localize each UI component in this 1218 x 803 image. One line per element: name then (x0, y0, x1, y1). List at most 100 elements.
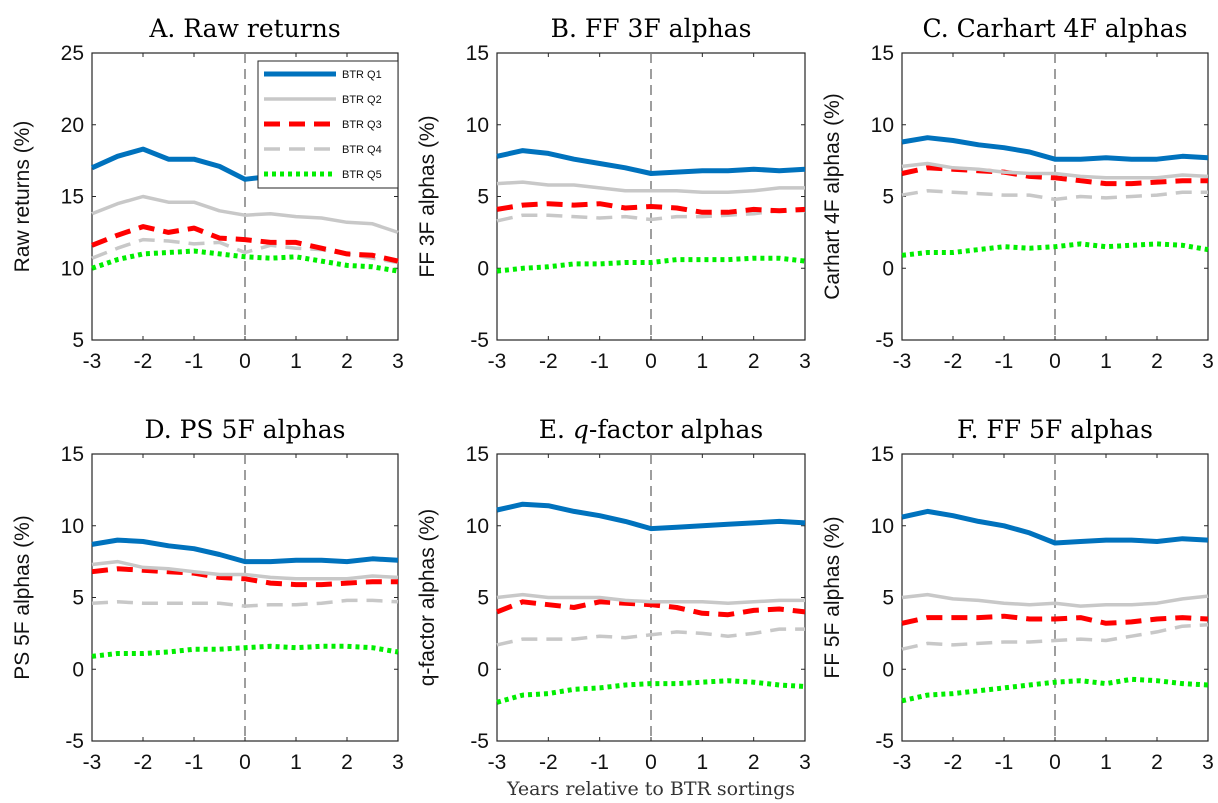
x-tick-label: 0 (1049, 751, 1061, 774)
legend-label-q1: BTR Q1 (342, 69, 382, 81)
x-tick-label: -2 (134, 751, 153, 774)
x-tick-label: -3 (83, 751, 102, 774)
y-tick-label: 0 (477, 257, 489, 280)
x-tick-label: 1 (290, 350, 302, 373)
y-tick-label: -5 (65, 730, 84, 753)
series-line-q4 (901, 189, 1208, 202)
y-tick-label: 25 (61, 42, 84, 65)
y-tick-label: 5 (882, 186, 894, 209)
chart-panel-1: -3 -2 -1 0 1 2 3 5 10 15 20 25 A. Raw returns Raw ret… (11, 14, 404, 373)
panel-title: C. Carhart 4F alphas (922, 14, 1187, 43)
x-tick-label: -2 (944, 350, 963, 373)
series-line-q3 (901, 613, 1209, 626)
y-axis-label: PS 5F alphas (%) (11, 515, 34, 680)
series-line-q5 (496, 255, 806, 274)
y-axis-label: Raw returns (%) (11, 121, 34, 273)
chart-panel-4: -3 -2 -1 0 1 2 3 -5 0 5 10 15 D. PS 5F alphas PS 5F a… (11, 415, 404, 774)
y-tick-label: 15 (466, 443, 489, 466)
series-line-q1 (496, 501, 806, 532)
y-axis-label: Carhart 4F alphas (%) (821, 93, 844, 300)
legend-label-q5: BTR Q5 (342, 169, 382, 181)
legend: BTR Q1 BTR Q2 BTR Q3 BTR Q4 BTR Q5 (257, 60, 399, 189)
series-line-q3 (496, 201, 806, 215)
y-tick-label: -5 (875, 730, 894, 753)
x-tick-label: -1 (590, 350, 609, 373)
series-line-q2 (901, 161, 1209, 180)
series-line-q5 (901, 676, 1209, 704)
y-tick-label: 15 (466, 42, 489, 65)
x-tick-label: -2 (134, 350, 153, 373)
panel-title: B. FF 3F alphas (551, 14, 752, 43)
y-tick-label: 10 (61, 515, 84, 538)
series-line-q4 (496, 209, 805, 223)
series-line-q2 (496, 180, 805, 194)
series-line-q3 (496, 599, 806, 618)
y-tick-label: 10 (871, 114, 894, 137)
plot-area (91, 453, 399, 742)
panel-title: E. q-factor alphas (539, 415, 764, 444)
series-line-q2 (91, 559, 399, 581)
y-tick-label: 5 (477, 587, 489, 610)
chart-panel-5: -3 -2 -1 0 1 2 3 -5 0 5 10 15 E. q-factor alphas q-fa… (416, 415, 811, 774)
y-tick-label: 5 (882, 587, 894, 610)
x-tick-label: 0 (645, 350, 657, 373)
x-tick-label: 0 (1049, 350, 1061, 373)
x-tick-label: 3 (392, 751, 404, 774)
x-tick-label: -2 (539, 350, 558, 373)
y-tick-label: 15 (61, 186, 84, 209)
y-tick-label: 5 (477, 186, 489, 209)
x-tick-label: 0 (239, 350, 251, 373)
y-tick-label: 5 (72, 329, 84, 352)
series-line-q4 (91, 598, 399, 608)
x-tick-label: 2 (748, 751, 760, 774)
x-tick-label: -2 (944, 751, 963, 774)
y-tick-label: 15 (871, 443, 894, 466)
y-tick-label: -5 (470, 329, 489, 352)
x-tick-label: -3 (83, 350, 102, 373)
legend-label-q2: BTR Q2 (342, 94, 382, 106)
series-line-q1 (901, 508, 1209, 546)
x-tick-label: 1 (696, 350, 708, 373)
legend-label-q4: BTR Q4 (342, 144, 382, 156)
x-tick-label: 1 (290, 751, 302, 774)
x-tick-label: -1 (185, 751, 204, 774)
x-tick-label: -3 (488, 751, 507, 774)
x-tick-label: 2 (1151, 350, 1163, 373)
x-tick-label: -3 (488, 350, 507, 373)
series-line-q5 (91, 248, 399, 274)
x-tick-label: 0 (645, 751, 657, 774)
x-tick-label: 1 (1100, 751, 1112, 774)
panel-title: F. FF 5F alphas (957, 415, 1153, 444)
x-tick-label: -3 (893, 751, 912, 774)
x-tick-label: 0 (239, 751, 251, 774)
series-line-q2 (496, 592, 805, 605)
series-line-q3 (91, 566, 398, 588)
x-tick-label: -1 (185, 350, 204, 373)
series-line-q5 (901, 241, 1209, 258)
series-line-q2 (91, 194, 399, 235)
series-line-q5 (91, 643, 399, 659)
y-tick-label: 10 (61, 257, 84, 280)
y-tick-label: 15 (61, 443, 84, 466)
y-tick-label: 10 (871, 515, 894, 538)
x-tick-label: -1 (995, 350, 1014, 373)
x-tick-label: 3 (1202, 751, 1214, 774)
x-tick-label: 3 (799, 350, 811, 373)
y-tick-label: -5 (470, 730, 489, 753)
chart-panel-3: -3 -2 -1 0 1 2 3 -5 0 5 10 15 C. Carhart 4F alphas Ca… (821, 14, 1214, 373)
y-tick-label: 0 (882, 257, 894, 280)
x-tick-label: -1 (995, 751, 1014, 774)
y-tick-label: 20 (61, 114, 84, 137)
x-tick-label: 1 (696, 751, 708, 774)
panel-title: A. Raw returns (148, 14, 340, 43)
x-tick-label: 2 (1151, 751, 1163, 774)
series-line-q1 (91, 537, 399, 565)
x-tick-label: -1 (590, 751, 609, 774)
series-line-q4 (901, 623, 1209, 651)
y-tick-label: 10 (466, 114, 489, 137)
x-tick-label: -3 (893, 350, 912, 373)
plot-area (496, 52, 806, 341)
y-axis-label: FF 5F alphas (%) (821, 516, 844, 678)
y-tick-label: 0 (72, 658, 84, 681)
